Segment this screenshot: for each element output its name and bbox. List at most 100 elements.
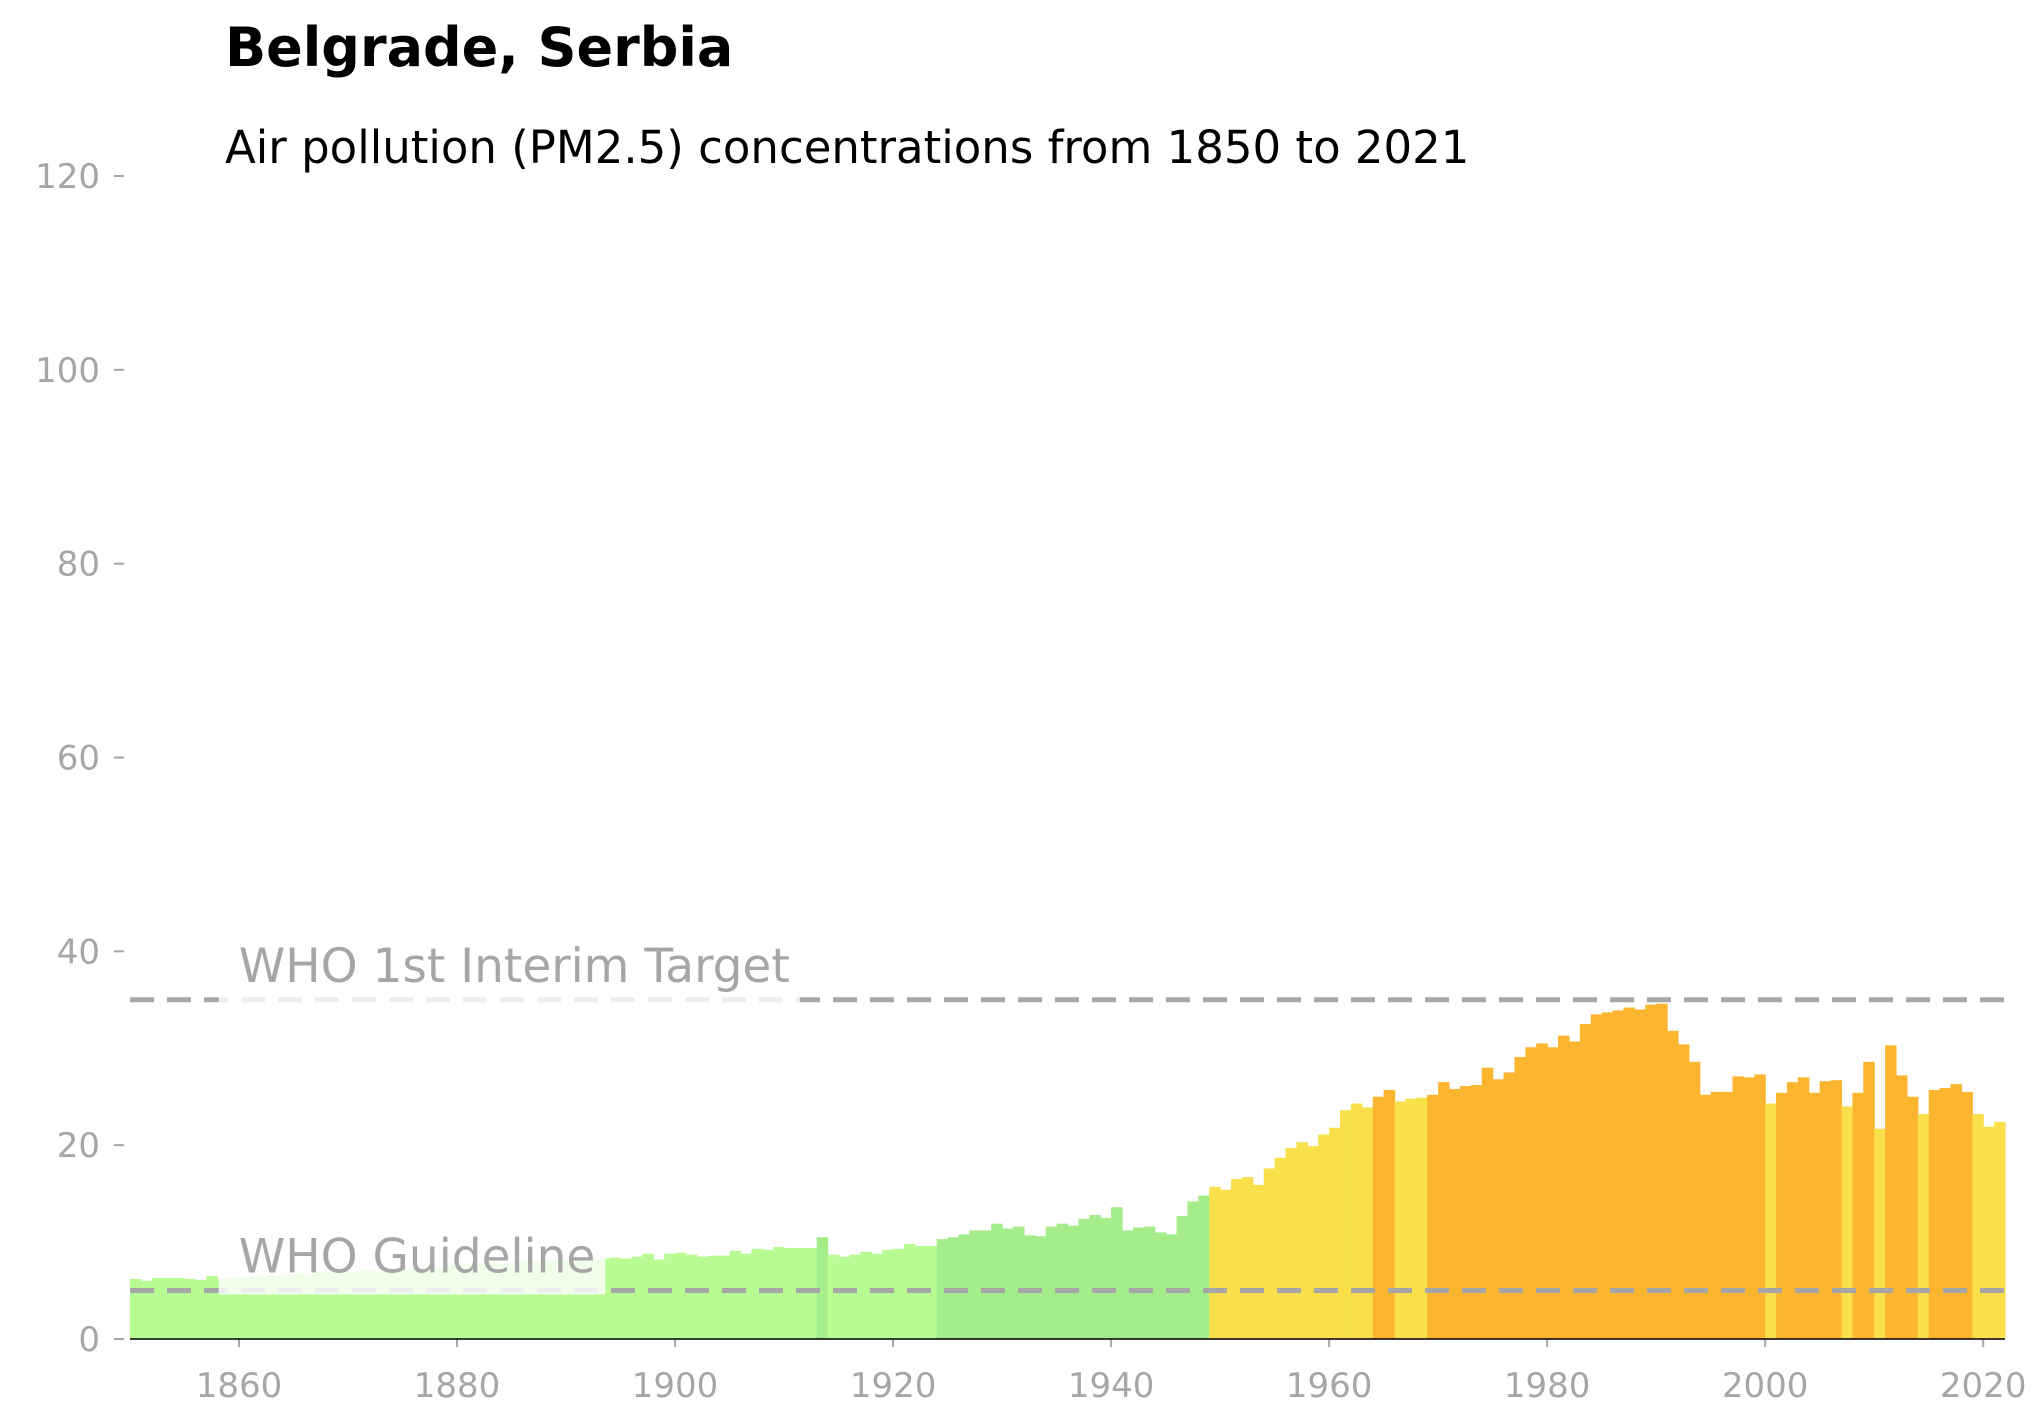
- bar: [1045, 1226, 1058, 1339]
- bar: [718, 1255, 731, 1339]
- bar: [1885, 1045, 1897, 1339]
- bar: [1776, 1092, 1788, 1339]
- bar: [784, 1247, 796, 1339]
- bar: [587, 1259, 600, 1339]
- bar: [838, 1256, 851, 1339]
- bar: [1699, 1094, 1712, 1339]
- bar: [239, 1276, 251, 1339]
- bar: [696, 1256, 709, 1339]
- chart-title: Belgrade, Serbia: [225, 16, 733, 79]
- bar: [1710, 1091, 1723, 1339]
- bar: [1656, 1003, 1668, 1339]
- bar: [566, 1260, 578, 1339]
- x-tick-label: 2020: [1940, 1366, 2027, 1406]
- bar: [173, 1277, 186, 1339]
- bar: [1928, 1089, 1941, 1339]
- bar: [1307, 1146, 1319, 1339]
- bar: [762, 1249, 774, 1339]
- bar: [511, 1261, 524, 1339]
- bar: [1765, 1103, 1777, 1339]
- bar: [675, 1252, 687, 1339]
- bar: [1209, 1186, 1221, 1339]
- bar: [1318, 1134, 1330, 1339]
- bar: [609, 1257, 622, 1339]
- x-tick-label: 1940: [1068, 1366, 1155, 1406]
- bar: [1427, 1094, 1439, 1339]
- bar: [664, 1253, 676, 1339]
- bar: [1122, 1230, 1134, 1339]
- bar: [1231, 1179, 1243, 1339]
- bar: [1067, 1225, 1080, 1339]
- bar: [969, 1230, 981, 1339]
- bar: [260, 1275, 273, 1339]
- bar: [435, 1267, 447, 1339]
- bar: [598, 1258, 611, 1339]
- bar: [1786, 1082, 1799, 1339]
- bar: [380, 1269, 393, 1339]
- bar: [1383, 1089, 1396, 1339]
- bar: [1449, 1088, 1461, 1339]
- y-tick-label: 20: [57, 1126, 100, 1166]
- bar: [1950, 1084, 1962, 1339]
- bar: [1623, 1007, 1635, 1339]
- bar: [1023, 1235, 1036, 1339]
- bar: [882, 1249, 894, 1339]
- bar: [1503, 1072, 1516, 1339]
- bar: [1329, 1127, 1341, 1339]
- bar: [228, 1277, 240, 1339]
- bar: [1721, 1091, 1734, 1339]
- bar: [1514, 1056, 1526, 1339]
- y-tick-label: 40: [57, 932, 100, 972]
- bar: [1056, 1223, 1069, 1339]
- bar: [184, 1278, 197, 1339]
- bar: [1241, 1177, 1254, 1339]
- bar: [1895, 1075, 1908, 1339]
- bar: [631, 1256, 643, 1339]
- bar: [1972, 1114, 1984, 1339]
- bar: [1645, 1004, 1657, 1339]
- bar: [1459, 1086, 1472, 1339]
- x-tick-label: 1980: [1504, 1366, 1591, 1406]
- bar: [1002, 1228, 1014, 1339]
- annotation-background: [218, 1225, 606, 1295]
- bar: [1089, 1214, 1101, 1339]
- bar: [1405, 1098, 1417, 1339]
- bar: [140, 1280, 153, 1339]
- bar: [1590, 1014, 1603, 1339]
- bar: [827, 1254, 840, 1339]
- annotation-background: [218, 934, 800, 1004]
- bar: [1220, 1189, 1232, 1339]
- bar: [1100, 1217, 1112, 1339]
- bar: [1612, 1010, 1625, 1339]
- x-tick-label: 1900: [632, 1366, 719, 1406]
- bar: [249, 1276, 262, 1339]
- bar: [162, 1277, 175, 1339]
- bar: [151, 1277, 164, 1339]
- bar: [1797, 1077, 1810, 1339]
- bar: [1906, 1096, 1919, 1339]
- bar: [402, 1269, 415, 1339]
- bar: [544, 1260, 556, 1339]
- annotation-label: WHO Guideline: [239, 1230, 596, 1285]
- bar: [282, 1274, 295, 1339]
- bar: [1372, 1096, 1385, 1339]
- bar: [1841, 1106, 1853, 1339]
- bar: [467, 1265, 480, 1339]
- bar: [1830, 1080, 1843, 1339]
- bar: [348, 1271, 360, 1339]
- bar: [337, 1272, 349, 1339]
- bar: [849, 1254, 861, 1339]
- bar: [653, 1259, 665, 1339]
- bar: [860, 1251, 872, 1339]
- bar: [1863, 1061, 1875, 1339]
- bar: [1732, 1076, 1744, 1339]
- bar: [457, 1264, 469, 1339]
- bar: [1078, 1218, 1090, 1339]
- bar: [293, 1273, 306, 1339]
- bar: [805, 1247, 818, 1339]
- annotation-label: WHO 1st Interim Target: [239, 939, 790, 994]
- bar: [1568, 1041, 1581, 1339]
- bar: [446, 1265, 458, 1339]
- bar: [1438, 1082, 1450, 1339]
- bar: [1819, 1081, 1832, 1339]
